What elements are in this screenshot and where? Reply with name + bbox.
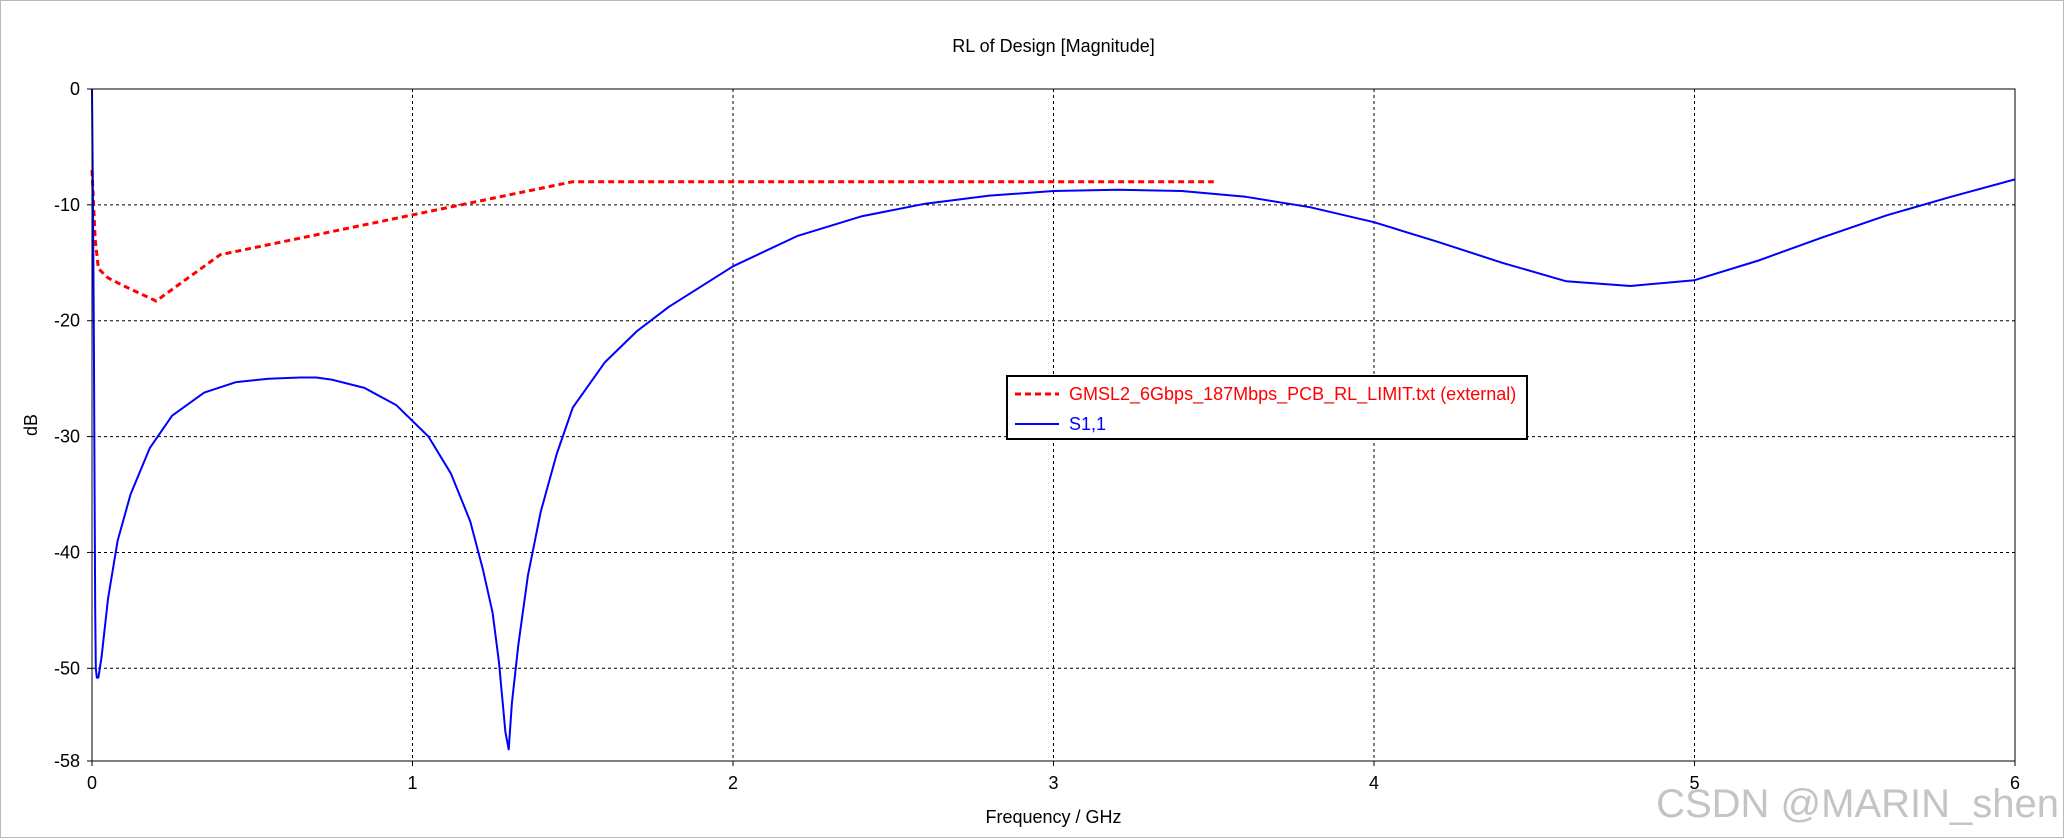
x-tick-label: 2 [728,773,738,793]
chart-title: RL of Design [Magnitude] [952,36,1154,56]
x-tick-label: 6 [2010,773,2020,793]
y-axis-label: dB [21,414,41,436]
legend-label-0: GMSL2_6Gbps_187Mbps_PCB_RL_LIMIT.txt (ex… [1069,384,1516,405]
y-tick-label: -40 [54,542,80,562]
x-tick-label: 1 [407,773,417,793]
y-tick-label: 0 [70,79,80,99]
series-line-1 [91,88,2016,751]
x-tick-label: 5 [1689,773,1699,793]
series-line-0 [90,170,1214,303]
y-tick-label: -20 [54,311,80,331]
x-tick-label: 0 [87,773,97,793]
y-tick-label: -10 [54,195,80,215]
y-tick-label: -58 [54,751,80,771]
x-tick-label: 4 [1369,773,1379,793]
legend-label-1: S1,1 [1069,414,1106,434]
y-tick-label: -50 [54,658,80,678]
y-tick-label: -30 [54,427,80,447]
x-tick-label: 3 [1048,773,1058,793]
x-axis-label: Frequency / GHz [985,807,1121,827]
legend-box [1006,375,1528,440]
csdn-watermark: CSDN @MARIN_shen [1656,782,2059,826]
